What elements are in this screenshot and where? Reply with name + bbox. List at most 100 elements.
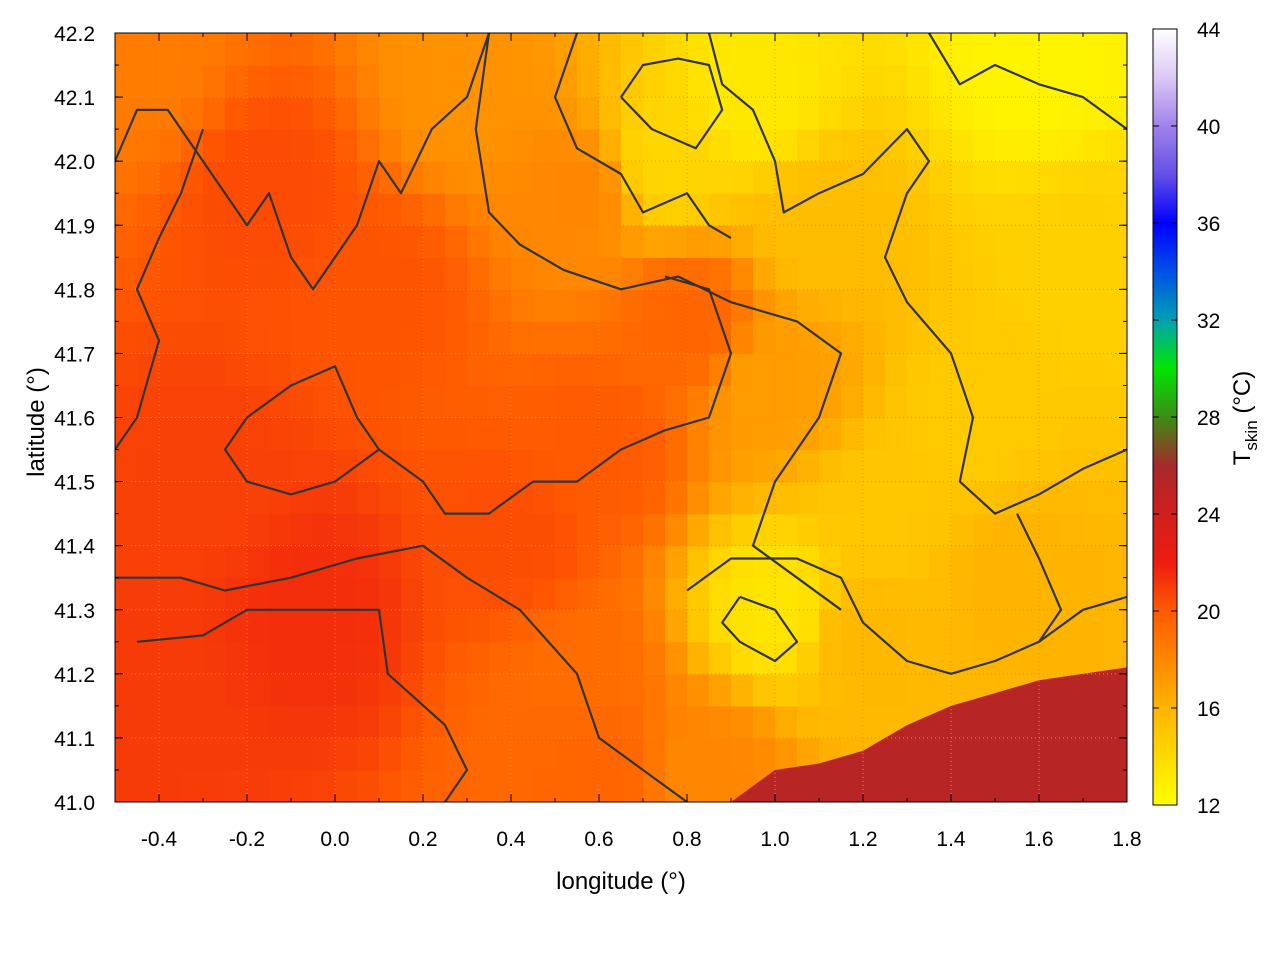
heatmap-cell	[335, 385, 358, 419]
heatmap-cell	[291, 737, 314, 771]
heatmap-cell	[1105, 577, 1127, 611]
colorbar-tick-label: 16	[1197, 698, 1220, 721]
heatmap-cell	[555, 577, 578, 611]
heatmap-cell	[533, 385, 556, 419]
heatmap-cell	[1105, 161, 1127, 194]
heatmap-cell	[401, 641, 424, 675]
heatmap-cell	[533, 609, 556, 643]
heatmap-cell	[1083, 577, 1106, 611]
heatmap-cell	[1061, 161, 1084, 194]
heatmap-cell	[1017, 513, 1040, 547]
heatmap-cell	[467, 449, 490, 483]
heatmap-cell	[973, 129, 996, 162]
heatmap-cell	[137, 545, 160, 579]
heatmap-cell	[863, 673, 886, 707]
heatmap-cell	[775, 33, 798, 66]
heatmap-cell	[665, 385, 688, 419]
heatmap-cell	[731, 257, 754, 290]
heatmap-cell	[907, 225, 930, 258]
heatmap-cell	[489, 545, 512, 579]
heatmap-cell	[511, 289, 534, 322]
heatmap-cell	[577, 417, 600, 451]
heatmap-cell	[533, 673, 556, 707]
heatmap-cell	[973, 481, 996, 515]
heatmap-cell	[665, 353, 688, 387]
heatmap-cell	[775, 481, 798, 515]
heatmap-cell	[203, 417, 226, 451]
heatmap-cell	[599, 705, 622, 739]
heatmap-cell	[379, 513, 402, 547]
heatmap-cell	[247, 673, 270, 707]
heatmap-cell	[951, 673, 974, 707]
heatmap-cell	[1061, 641, 1084, 675]
heatmap-cell	[599, 193, 622, 226]
heatmap-cell	[775, 545, 798, 579]
heatmap-cell	[885, 65, 908, 98]
heatmap-cell	[577, 545, 600, 579]
heatmap-cell	[555, 353, 578, 387]
heatmap-cell	[357, 641, 380, 675]
heatmap-cell	[445, 161, 468, 194]
heatmap-cell	[599, 321, 622, 355]
colorbar-tick-label: 12	[1197, 795, 1220, 818]
heatmap-cell	[1061, 481, 1084, 515]
heatmap-cell	[797, 65, 820, 98]
heatmap-cell	[115, 33, 138, 66]
heatmap-cell	[159, 353, 182, 387]
heatmap-cell	[863, 33, 886, 66]
heatmap-cell	[291, 577, 314, 611]
heatmap-cell	[599, 225, 622, 258]
heatmap-cell	[1039, 193, 1062, 226]
heatmap-cell	[401, 449, 424, 483]
heatmap-cell	[269, 417, 292, 451]
heatmap-cell	[819, 513, 842, 547]
heatmap-cell	[665, 641, 688, 675]
x-axis: -0.4 -0.2 0.0 0.2 0.4 0.6 0.8 1.0 1.2 1.4 1.6 1.8	[114, 33, 1142, 851]
heatmap-cell	[797, 737, 820, 771]
heatmap-cell	[1083, 609, 1106, 643]
heatmap-cell	[951, 353, 974, 387]
heatmap-cell	[137, 129, 160, 162]
heatmap-cell	[1105, 609, 1127, 643]
heatmap-cell	[1061, 449, 1084, 483]
heatmap-cell	[929, 449, 952, 483]
heatmap-cell	[511, 481, 534, 515]
x-tick-label: 1.4	[936, 828, 966, 851]
heatmap-cell	[181, 225, 204, 258]
heatmap-cell	[445, 353, 468, 387]
heatmap-cell	[269, 257, 292, 290]
heatmap-cell	[929, 545, 952, 579]
heatmap-cell	[1061, 577, 1084, 611]
heatmap-cell	[379, 321, 402, 355]
heatmap-cell	[467, 769, 490, 802]
heatmap-cell	[181, 161, 204, 194]
heatmap-cell	[247, 65, 270, 98]
heatmap-cell	[357, 609, 380, 643]
heatmap-cell	[423, 513, 446, 547]
heatmap-cell	[731, 129, 754, 162]
heatmap-cell	[489, 289, 512, 322]
heatmap-cell	[995, 513, 1018, 547]
heatmap-cell	[357, 737, 380, 771]
heatmap-cell	[863, 193, 886, 226]
heatmap-cell	[951, 513, 974, 547]
heatmap-cell	[731, 545, 754, 579]
heatmap-cell	[379, 33, 402, 66]
heatmap-cell	[885, 673, 908, 707]
heatmap-cell	[489, 65, 512, 98]
heatmap-cell	[753, 33, 776, 66]
heatmap-cell	[907, 577, 930, 611]
heatmap-cell	[401, 257, 424, 290]
y-tick-label: 42.1	[54, 87, 95, 110]
heatmap-cell	[291, 289, 314, 322]
heatmap-cell	[929, 225, 952, 258]
heatmap-cell	[643, 97, 666, 130]
heatmap-cell	[555, 65, 578, 98]
heatmap-cell	[709, 705, 732, 739]
heatmap-cell	[159, 449, 182, 483]
heatmap-cell	[357, 513, 380, 547]
heatmap-cell	[929, 481, 952, 515]
heatmap-cell	[1105, 33, 1127, 66]
heatmap-cell	[819, 641, 842, 675]
heatmap-cell	[841, 193, 864, 226]
